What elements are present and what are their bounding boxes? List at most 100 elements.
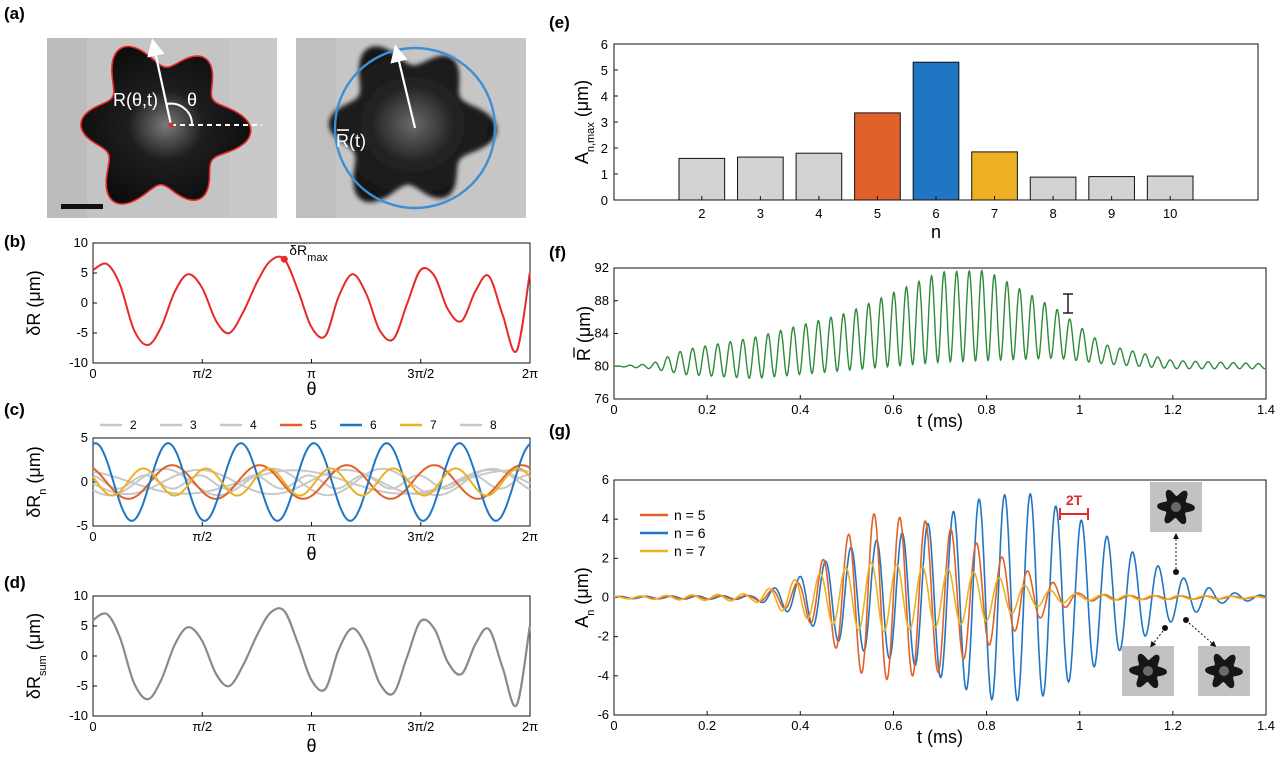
x-tick-label: 7 [991,206,998,221]
y-tick-label: 76 [595,391,609,406]
y-tick-label: -10 [69,708,88,723]
panel-label-b: (b) [4,232,26,251]
x-tick-label: 0 [89,719,96,734]
inset-bottom-left-cell-core [1143,666,1153,676]
inset-top [1150,482,1202,532]
y-tick-label: -10 [69,355,88,370]
y-tick-label: 88 [595,293,609,308]
x-tick-label: 1.4 [1257,402,1275,417]
y-axis-label-sub: n,max [585,122,597,152]
y-tick-label: 0 [602,590,609,605]
x-tick-label: 2π [522,366,538,381]
legend-label: 8 [490,418,497,432]
cell-shape-right [328,46,497,203]
angle-arc [166,102,194,126]
max-point [280,255,288,263]
y-tick-label: -5 [76,678,88,693]
bar-n5 [854,112,901,201]
y-tick-label: -5 [76,518,88,533]
x-axis-label: t (ms) [917,411,963,431]
series-line-n7 [92,467,531,497]
y-tick-label: 4 [602,511,609,526]
x-tick-label: 0.8 [978,402,996,417]
y-axis-label: δRsum (μm) [24,613,49,699]
x-tick-label: 0.4 [791,402,809,417]
y-tick-label: 1 [601,167,608,182]
x-tick-label: 1.2 [1164,402,1182,417]
y-axis-label-unit: (μm) [572,80,592,122]
y-axis-label-unit: (μm) [24,613,44,655]
y-tick-label: 5 [81,430,88,445]
x-tick-label: 1.2 [1164,718,1182,733]
two-period-label: 2T [1066,492,1083,508]
x-tick-label: π/2 [192,719,212,734]
y-tick-label: 0 [81,474,88,489]
max-annotation: δRmax [289,242,328,264]
y-axis-label-main: δR (μm) [24,270,44,335]
x-tick-label: 3 [757,206,764,221]
legend-label: n = 7 [674,543,706,559]
series-line [613,269,1267,380]
x-tick-label: 2 [698,206,705,221]
x-tick-label: 0 [610,402,617,417]
x-axis-label: θ [306,379,316,399]
y-axis-label-sub: n [585,610,597,616]
inset-bottom-right [1198,646,1250,696]
y-tick-label: 6 [602,472,609,487]
legend-label: 7 [430,418,437,432]
y-tick-label: 0 [81,648,88,663]
series-line-n5 [92,464,531,500]
inset-anchor-point [1183,617,1189,623]
y-axis-label-main: δR [24,676,44,699]
y-tick-label: 2 [602,550,609,565]
y-tick-label: 2 [601,141,608,156]
x-axis-label: t (ms) [917,727,963,747]
series-line [92,607,531,708]
x-tick-label: 0.2 [698,718,716,733]
x-axis-label: θ [306,544,316,564]
x-tick-label: 4 [815,206,822,221]
x-tick-label: 3π/2 [407,529,434,544]
y-tick-label: 0 [601,193,608,208]
y-tick-label: 92 [595,260,609,275]
legend-label: 6 [370,418,377,432]
x-tick-label: 0.6 [884,402,902,417]
x-tick-label: π [307,366,316,381]
x-axis-label: θ [306,736,316,756]
x-tick-label: 10 [1163,206,1177,221]
y-axis-label-unit: (μm) [572,567,592,609]
y-tick-label: 4 [601,89,608,104]
y-tick-label: 0 [81,295,88,310]
x-tick-label: π [307,719,316,734]
y-tick-label: 80 [595,358,609,373]
x-tick-label: 0 [89,366,96,381]
y-tick-label: 10 [74,588,88,603]
inset-top-cell-core [1171,502,1181,512]
panel-label-e: (e) [549,13,570,32]
y-tick-label: -5 [76,325,88,340]
x-tick-label: 6 [932,206,939,221]
theta-label: θ [187,90,197,110]
panel-label-f: (f) [549,243,566,262]
mean-radius-circle [333,46,497,210]
panel-label-g: (g) [549,421,571,440]
y-tick-label: 6 [601,37,608,52]
panel-label-d: (d) [4,573,26,592]
plot-frame [92,595,531,717]
inset-anchor-point [1173,569,1179,575]
legend-label: n = 5 [674,507,706,523]
chart-f: 92 88 84 80 760 0.2 0.4 0.6 0.8 1 1.2 1.4 R (μm) t (m… [573,260,1275,431]
x-tick-label: π/2 [192,529,212,544]
y-axis-label-sub: n [37,489,49,495]
series-line-n6 [92,442,531,522]
x-tick-label: π/2 [192,366,212,381]
y-tick-label: -2 [597,629,609,644]
y-axis-label: δRn (μm) [24,446,49,518]
legend-label: 5 [310,418,317,432]
max-annotation-sub: max [307,252,328,264]
x-tick-label: 0.8 [978,718,996,733]
panel-label-c: (c) [4,400,25,419]
